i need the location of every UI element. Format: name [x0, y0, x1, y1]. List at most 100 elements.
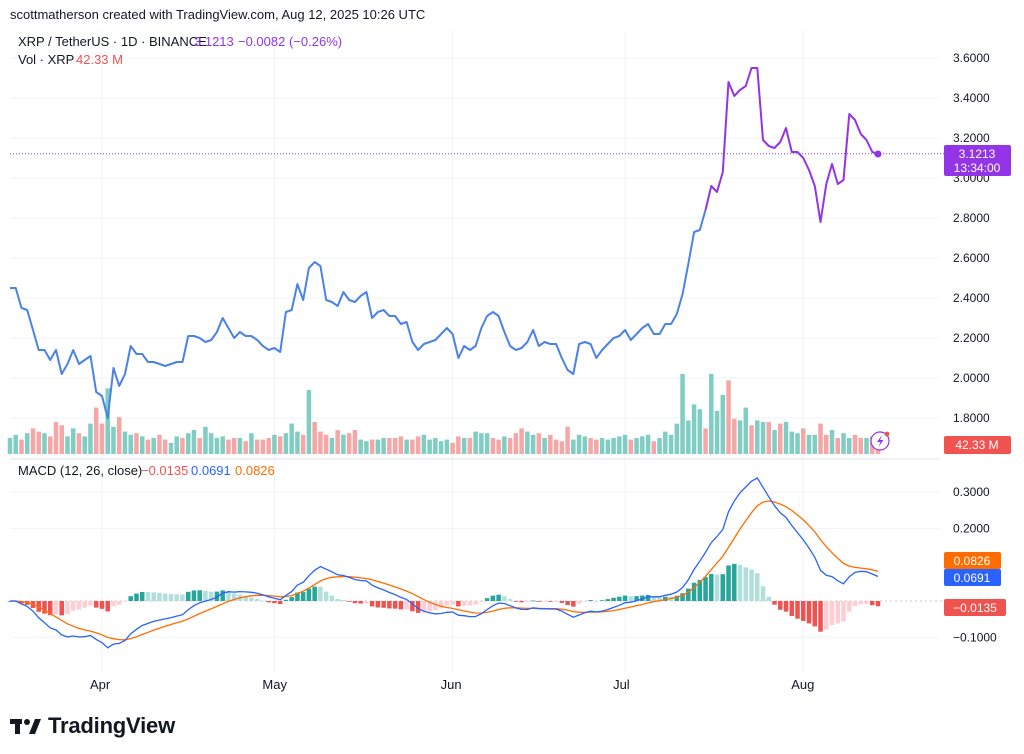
volume-bar: [835, 438, 841, 454]
macd-histogram-bar: [594, 600, 599, 602]
macd-histogram-bar: [766, 596, 772, 601]
macd-histogram-bar: [749, 569, 754, 601]
volume-bar: [197, 438, 202, 454]
macd-histogram-bar: [651, 596, 657, 601]
macd-histogram-bar: [818, 601, 823, 632]
macd-histogram-bar: [306, 588, 312, 601]
macd-badge-value: 0.0691: [954, 571, 991, 585]
volume-bar: [70, 428, 76, 454]
macd-signal-value: 0.0826: [235, 463, 275, 478]
volume-bar: [111, 426, 116, 454]
price-change: −0.0082 (−0.26%): [238, 34, 342, 49]
volume-bar: [473, 431, 478, 454]
chart-area[interactable]: 1.8000 2.0000 2.2000 2.4000 2.6000 2.8000 3.00…: [0, 28, 1024, 696]
volume-bar: [818, 423, 823, 454]
volume-bar: [450, 442, 455, 454]
volume-bar: [490, 438, 496, 454]
volume-bar: [30, 428, 36, 454]
macd-histogram-bar: [829, 601, 835, 625]
volume-bar: [714, 410, 720, 454]
lightning-icon[interactable]: [870, 431, 890, 451]
macd-histogram-bar: [611, 597, 616, 601]
volume-bar: [260, 439, 266, 454]
macd-histogram-bar: [381, 601, 386, 608]
macd-line-value: 0.0691: [191, 463, 231, 478]
volume-bar: [220, 436, 225, 454]
volume-bar: [398, 436, 404, 454]
macd-histogram-bar: [697, 579, 703, 601]
volume-bar: [617, 436, 622, 454]
volume-bar: [806, 434, 812, 454]
macd-hist-value: −0.0135: [141, 463, 188, 478]
volume-bar: [364, 441, 369, 454]
price-tick-label: 2.8000: [953, 211, 990, 225]
volume-bar: [559, 441, 565, 454]
macd-histogram-bar: [519, 601, 524, 603]
volume-bar: [691, 404, 697, 454]
volume-bar: [680, 374, 685, 454]
macd-histogram-bar: [634, 596, 639, 601]
macd-histogram-bar: [249, 597, 254, 601]
macd-histogram-bar: [772, 601, 777, 605]
volume-bar: [456, 436, 461, 454]
macd-tick-label: 0.3000: [953, 485, 990, 499]
macd-histogram-bar: [162, 593, 168, 601]
volume-bar: [214, 438, 220, 454]
volume-bar: [507, 438, 513, 454]
price-tick-label: 3.6000: [953, 51, 990, 65]
volume-bar: [208, 433, 214, 454]
macd-histogram-bar: [180, 594, 185, 601]
macd-histogram-bar: [617, 596, 622, 601]
last-price: 3.1213: [194, 34, 234, 49]
volume-bar: [226, 439, 231, 454]
macd-histogram-bar: [392, 601, 398, 609]
macd-histogram-bar: [674, 595, 680, 601]
volume-bar: [306, 390, 312, 454]
macd-badge: 0.0691: [944, 569, 1001, 586]
volume-bar: [594, 439, 599, 454]
macd-histogram-bar: [145, 592, 151, 601]
volume-bar: [657, 438, 662, 454]
macd-histogram-bar: [42, 601, 47, 614]
macd-histogram-bar: [479, 601, 484, 602]
volume-bar: [668, 434, 674, 454]
volume-bar: [479, 433, 484, 454]
volume-bar: [352, 430, 358, 454]
price-tick-label: 3.2000: [953, 131, 990, 145]
time-tick-label: May: [262, 677, 287, 692]
macd-histogram-bar: [277, 601, 283, 605]
macd-histogram-bar: [732, 563, 737, 601]
volume-bar: [496, 439, 501, 454]
time-tick-label: Aug: [791, 677, 814, 692]
volume-bar: [484, 433, 490, 454]
volume-bar: [65, 436, 70, 454]
volume-bar: [76, 433, 82, 454]
volume-bars: [7, 374, 881, 454]
macd-histogram-bar: [231, 593, 237, 601]
volume-bar: [438, 441, 444, 454]
volume-bar: [571, 439, 576, 454]
volume-bar: [427, 439, 432, 454]
volume-bar: [289, 423, 294, 454]
price-tick-label: 3.4000: [953, 91, 990, 105]
macd-histogram-bar: [783, 601, 789, 612]
macd-histogram-bar: [663, 596, 668, 601]
volume-bar: [47, 436, 53, 454]
volume-bar: [841, 433, 846, 454]
macd-histogram-bar: [806, 601, 812, 624]
chart-svg[interactable]: 1.80002.00002.20002.40002.60002.80003.00…: [0, 28, 1024, 696]
volume-bar: [565, 426, 570, 454]
macd-histogram-bar: [812, 601, 818, 627]
volume-bar: [743, 407, 749, 454]
volume-bar: [824, 434, 829, 454]
volume-bar: [59, 425, 64, 454]
macd-histogram-bar: [375, 601, 381, 608]
macd-histogram-bar: [197, 590, 202, 601]
macd-histogram-bar: [105, 601, 110, 612]
volume-value: 42.33 M: [76, 52, 123, 67]
macd-histogram-bar: [404, 601, 409, 610]
volume-bar: [674, 423, 680, 454]
volume-bar: [720, 394, 726, 454]
volume-bar: [829, 430, 835, 454]
volume-bar: [847, 438, 852, 454]
